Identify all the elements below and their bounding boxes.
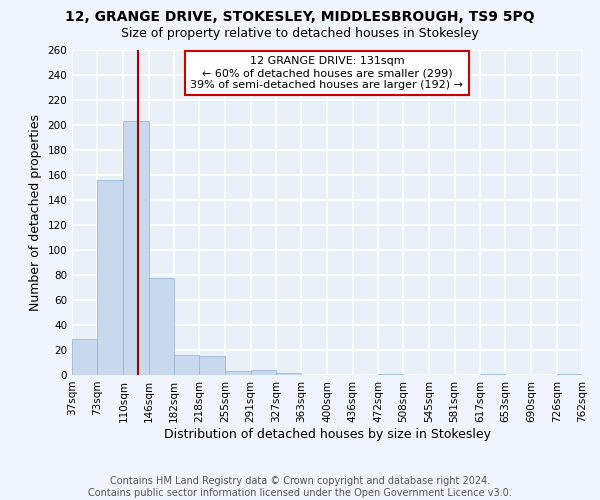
Bar [97,180,124,375]
Text: Contains HM Land Registry data © Crown copyright and database right 2024.
Contai: Contains HM Land Registry data © Crown c… [88,476,512,498]
Bar [149,278,174,375]
Bar [199,356,226,375]
Bar [124,121,149,375]
Bar [174,355,199,375]
Bar [226,371,251,375]
Bar [276,372,301,375]
X-axis label: Distribution of detached houses by size in Stokesley: Distribution of detached houses by size … [163,428,491,440]
Text: 12, GRANGE DRIVE, STOKESLEY, MIDDLESBROUGH, TS9 5PQ: 12, GRANGE DRIVE, STOKESLEY, MIDDLESBROU… [65,10,535,24]
Y-axis label: Number of detached properties: Number of detached properties [29,114,42,311]
Bar [480,374,505,375]
Text: 12 GRANGE DRIVE: 131sqm
← 60% of detached houses are smaller (299)
39% of semi-d: 12 GRANGE DRIVE: 131sqm ← 60% of detache… [191,56,464,90]
Bar [557,374,582,375]
Bar [251,370,276,375]
Bar [72,339,97,375]
Bar [378,374,403,375]
Text: Size of property relative to detached houses in Stokesley: Size of property relative to detached ho… [121,28,479,40]
